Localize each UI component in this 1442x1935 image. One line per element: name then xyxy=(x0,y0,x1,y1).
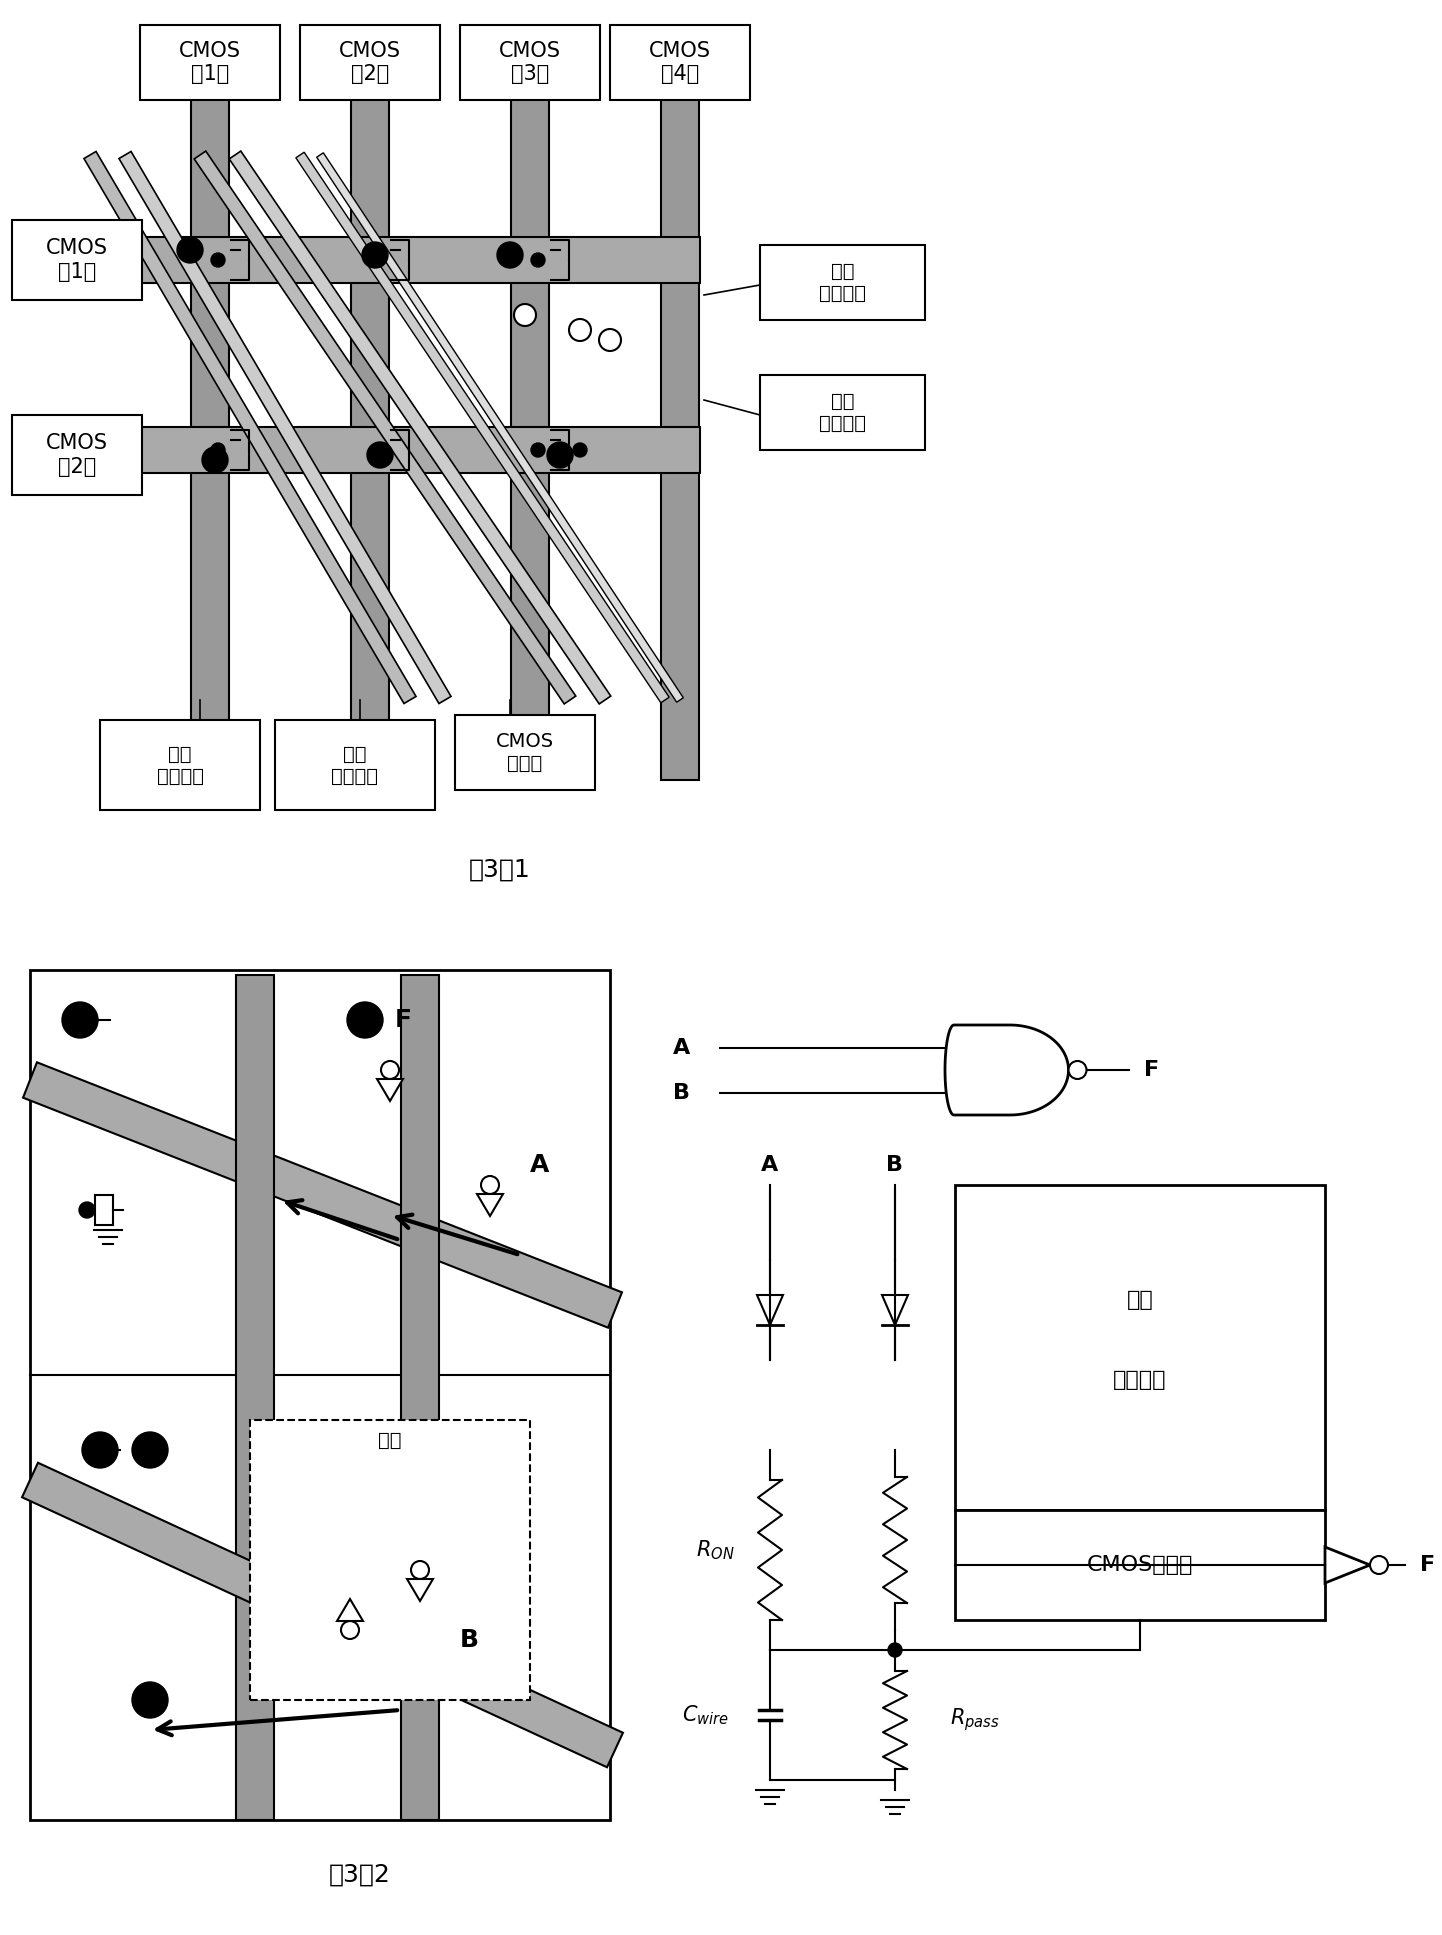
Circle shape xyxy=(368,441,394,468)
Polygon shape xyxy=(407,1579,433,1600)
Circle shape xyxy=(572,443,587,457)
Polygon shape xyxy=(22,1463,623,1767)
Polygon shape xyxy=(477,1194,503,1215)
Bar xyxy=(140,236,699,283)
Text: 闲置: 闲置 xyxy=(378,1430,402,1449)
Text: CMOS
反相器: CMOS 反相器 xyxy=(496,731,554,772)
Text: CMOS
第1行: CMOS 第1行 xyxy=(46,238,108,283)
Circle shape xyxy=(1069,1060,1086,1080)
Bar xyxy=(275,720,435,811)
Circle shape xyxy=(133,1682,169,1718)
Polygon shape xyxy=(401,975,438,1821)
Text: 输出
纳米电极: 输出 纳米电极 xyxy=(819,261,867,304)
Circle shape xyxy=(482,1176,499,1194)
Circle shape xyxy=(202,447,228,472)
Polygon shape xyxy=(23,1062,622,1327)
Bar xyxy=(510,91,549,780)
Bar xyxy=(300,25,440,101)
Polygon shape xyxy=(84,151,417,704)
Bar xyxy=(660,91,699,780)
Polygon shape xyxy=(296,153,669,702)
Text: A: A xyxy=(673,1037,691,1058)
Text: $C_{wire}$: $C_{wire}$ xyxy=(682,1703,728,1726)
Bar xyxy=(610,25,750,101)
Circle shape xyxy=(211,253,225,267)
Circle shape xyxy=(371,443,385,457)
Circle shape xyxy=(348,1002,384,1037)
Circle shape xyxy=(79,1202,95,1217)
Text: B: B xyxy=(673,1082,691,1103)
Text: 分子: 分子 xyxy=(1126,1291,1154,1310)
Polygon shape xyxy=(118,151,451,704)
Polygon shape xyxy=(376,1080,402,1101)
Bar xyxy=(955,1184,1325,1509)
Bar xyxy=(760,375,924,451)
Polygon shape xyxy=(229,151,611,704)
Text: 图3－2: 图3－2 xyxy=(329,1863,391,1887)
Bar xyxy=(190,91,229,780)
Polygon shape xyxy=(757,1295,783,1325)
Circle shape xyxy=(381,1060,399,1080)
Text: $R_{pass}$: $R_{pass}$ xyxy=(950,1707,999,1734)
Circle shape xyxy=(547,441,572,468)
Circle shape xyxy=(362,242,388,269)
Circle shape xyxy=(570,319,591,341)
Circle shape xyxy=(1370,1556,1389,1573)
Circle shape xyxy=(82,1432,118,1469)
Text: F: F xyxy=(395,1008,412,1031)
Text: F: F xyxy=(1144,1060,1158,1080)
Text: 输入
纳米电极: 输入 纳米电极 xyxy=(819,393,867,433)
Circle shape xyxy=(211,443,225,457)
Polygon shape xyxy=(1325,1546,1370,1583)
Circle shape xyxy=(598,329,622,350)
Circle shape xyxy=(531,253,545,267)
Bar xyxy=(350,91,389,780)
Circle shape xyxy=(513,304,536,325)
Circle shape xyxy=(531,443,545,457)
Circle shape xyxy=(888,1643,903,1656)
Bar xyxy=(955,1509,1325,1620)
Circle shape xyxy=(133,1432,169,1469)
Polygon shape xyxy=(317,153,684,702)
Polygon shape xyxy=(337,1598,363,1622)
Circle shape xyxy=(411,1562,430,1579)
Text: A: A xyxy=(761,1155,779,1175)
Text: CMOS
第2行: CMOS 第2行 xyxy=(46,433,108,476)
Polygon shape xyxy=(236,975,274,1821)
Bar xyxy=(456,716,596,789)
Text: $R_{ON}$: $R_{ON}$ xyxy=(695,1538,734,1562)
Text: 开关器件: 开关器件 xyxy=(1113,1370,1167,1389)
Text: B: B xyxy=(460,1627,479,1652)
Bar xyxy=(30,969,610,1821)
Bar xyxy=(12,221,141,300)
Text: CMOS
第3列: CMOS 第3列 xyxy=(499,41,561,83)
Bar xyxy=(760,246,924,319)
Bar xyxy=(12,414,141,495)
Text: 输出
纳米电极: 输出 纳米电极 xyxy=(157,745,203,786)
Polygon shape xyxy=(945,1026,1069,1115)
Text: CMOS
第2列: CMOS 第2列 xyxy=(339,41,401,83)
Polygon shape xyxy=(883,1295,908,1325)
Text: 输入
纳米电极: 输入 纳米电极 xyxy=(332,745,378,786)
Circle shape xyxy=(371,253,385,267)
Circle shape xyxy=(177,236,203,263)
Circle shape xyxy=(497,242,523,269)
Text: CMOS
第4列: CMOS 第4列 xyxy=(649,41,711,83)
Bar xyxy=(249,1420,531,1701)
Circle shape xyxy=(340,1622,359,1639)
Polygon shape xyxy=(195,151,575,704)
Bar xyxy=(460,25,600,101)
Text: A: A xyxy=(531,1153,549,1176)
Text: CMOS反相器: CMOS反相器 xyxy=(1087,1556,1193,1575)
Text: 图3－1: 图3－1 xyxy=(469,857,531,882)
Circle shape xyxy=(62,1002,98,1037)
Text: CMOS
第1列: CMOS 第1列 xyxy=(179,41,241,83)
Bar xyxy=(140,428,699,472)
Bar xyxy=(140,25,280,101)
Bar xyxy=(99,720,260,811)
Text: B: B xyxy=(887,1155,904,1175)
Text: F: F xyxy=(1420,1556,1435,1575)
